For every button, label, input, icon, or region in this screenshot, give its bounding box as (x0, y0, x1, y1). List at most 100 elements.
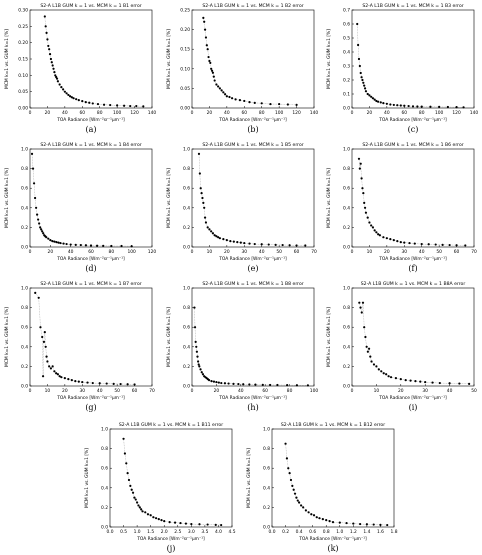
data-point (49, 57, 53, 61)
x-tick-label: 20 (207, 110, 213, 116)
x-tick-label: 60 (262, 388, 268, 394)
y-tick-label: 0.0 (343, 245, 350, 251)
series-line (123, 438, 222, 526)
plot-frame (271, 428, 395, 528)
data-point (377, 100, 380, 103)
data-point (338, 521, 341, 524)
y-tick-label: 0.8 (343, 305, 350, 311)
series-line (203, 17, 297, 106)
y-tick-label: 0.6 (183, 325, 190, 331)
x-tick-label: 80 (287, 388, 293, 394)
panel-label: (g) (85, 403, 97, 412)
data-point (204, 221, 208, 224)
data-point (377, 368, 380, 371)
data-point (409, 379, 412, 382)
data-point (357, 43, 360, 47)
data-point (420, 242, 423, 246)
data-point (392, 103, 395, 107)
data-point (399, 378, 402, 381)
data-point (211, 232, 215, 235)
y-axis-label: MCM k=1 vs. GUM k=1 [%] (166, 307, 172, 367)
x-tick-label: 40 (62, 110, 68, 116)
plot-frame (191, 287, 315, 387)
y-tick-label: 0.00 (18, 106, 28, 112)
data-point (373, 98, 376, 101)
data-point (135, 104, 138, 108)
y-tick-label: 0.05 (180, 86, 190, 92)
data-point (201, 196, 204, 200)
y-tick-label: 0.0 (101, 525, 108, 531)
data-point (210, 67, 213, 70)
x-tick-label: 70 (149, 388, 155, 394)
data-point (292, 488, 295, 491)
data-point (448, 243, 451, 247)
data-point (58, 83, 61, 86)
x-tick-label: 0 (191, 388, 194, 394)
x-tick-label: 0.8 (323, 529, 330, 535)
data-point (403, 104, 406, 107)
data-point (42, 232, 45, 235)
x-tick-label: 1.8 (391, 529, 398, 535)
y-axis-label: MCM k=1 vs. GUM k=1 [%] (166, 29, 172, 89)
data-point (195, 345, 198, 348)
data-point (325, 519, 328, 522)
x-tick-label: 0 (29, 110, 32, 116)
data-point (375, 99, 378, 103)
data-point (218, 87, 221, 90)
data-point (205, 44, 208, 47)
y-tick-label: 0.00 (180, 106, 190, 112)
x-tick-label: 50 (114, 388, 120, 394)
chart-panel: S2-A L1B GUM k = 1 vs. MCM k = 1 B3 erro… (322, 0, 482, 136)
data-point (79, 243, 82, 247)
x-tick-label: 40 (259, 249, 265, 255)
y-tick-label: 0.2 (343, 364, 350, 370)
data-point (154, 517, 158, 520)
y-tick-label: 0.4 (101, 485, 108, 491)
chart-title: S2-A L1B GUM k = 1 vs. MCM k = 1 B1 erro… (40, 3, 141, 9)
x-tick-label: 70 (471, 249, 477, 255)
series-line (44, 16, 144, 107)
data-point (278, 102, 281, 106)
data-point (116, 104, 119, 107)
x-tick-label: 30 (422, 388, 428, 394)
data-point (352, 522, 355, 525)
data-point (207, 379, 211, 382)
data-point (357, 157, 361, 160)
data-point (40, 228, 43, 231)
data-point (45, 236, 48, 239)
data-point (55, 75, 58, 79)
data-point (56, 373, 59, 376)
data-point (206, 523, 209, 526)
data-point (146, 513, 150, 516)
data-point (48, 365, 51, 368)
data-point (63, 90, 66, 93)
x-tick-label: 60 (88, 249, 94, 255)
y-tick-label: 0.8 (263, 446, 270, 452)
x-axis-label: TOA Radiance [Wm⁻²sr⁻¹μm⁻¹] (378, 256, 447, 262)
data-point (448, 382, 451, 385)
data-point (289, 478, 293, 482)
data-point (209, 61, 212, 65)
data-point (30, 152, 34, 155)
data-point (137, 504, 140, 507)
data-point (37, 296, 40, 299)
data-point (53, 70, 56, 74)
x-tick-label: 4.5 (229, 529, 236, 535)
data-point (367, 347, 371, 350)
x-tick-label: 0.0 (107, 529, 114, 535)
plot-frame (29, 9, 153, 109)
data-point (389, 238, 392, 241)
data-point (50, 61, 53, 64)
panel-label: (h) (247, 403, 259, 412)
x-tick-label: 0 (29, 388, 32, 394)
x-tick-label: 100 (310, 388, 319, 394)
y-tick-label: 0.4 (263, 485, 270, 491)
panel-label: (d) (85, 264, 97, 273)
data-point (53, 370, 56, 373)
data-point (285, 457, 289, 460)
data-point (385, 373, 388, 376)
x-tick-label: 40 (224, 110, 230, 116)
chart-svg: S2-A L1B GUM k = 1 vs. MCM k = 1 B11 err… (84, 422, 236, 542)
data-point (202, 201, 205, 204)
data-point (363, 84, 366, 87)
